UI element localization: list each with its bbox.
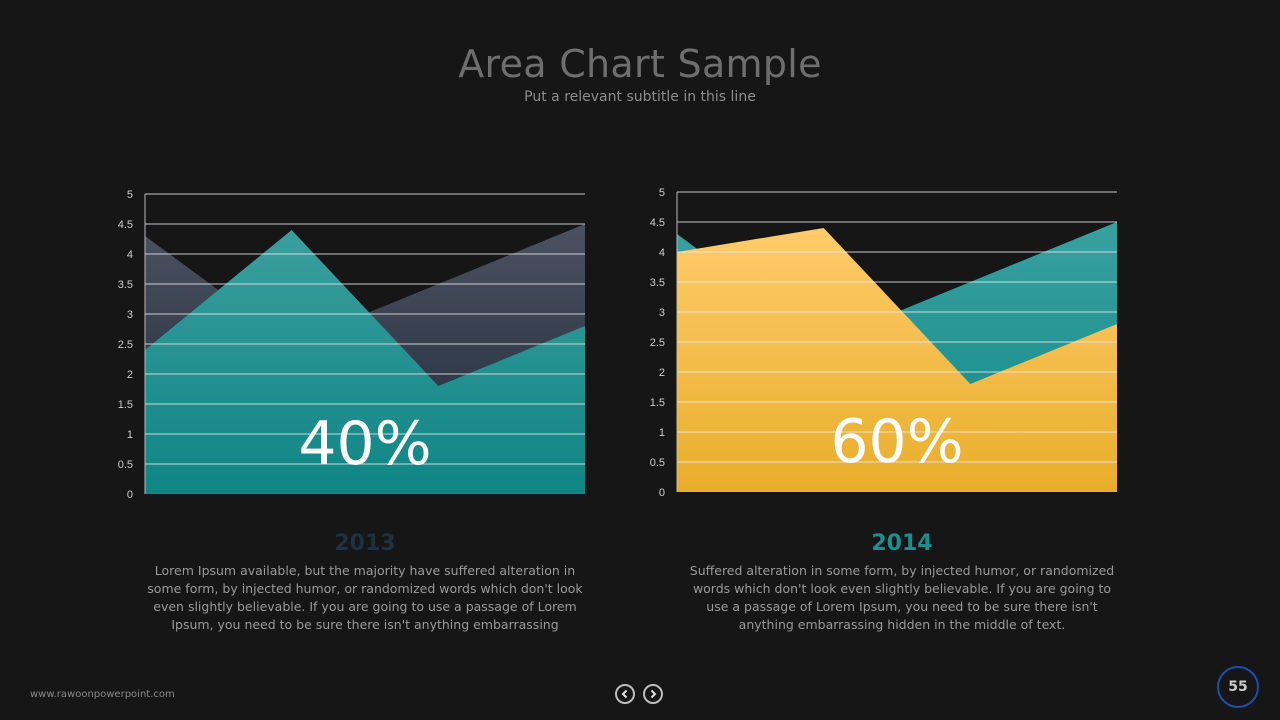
y-tick-label: 1.5 bbox=[118, 399, 133, 411]
area-series-2 bbox=[677, 228, 1117, 492]
y-tick-label: 1 bbox=[127, 429, 133, 441]
footer-url: www.rawoonpowerpoint.com bbox=[30, 689, 175, 700]
page-subtitle: Put a relevant subtitle in this line bbox=[524, 89, 756, 105]
y-tick-label: 3.5 bbox=[650, 277, 665, 289]
y-tick-label: 2.5 bbox=[650, 337, 665, 349]
area-series-2 bbox=[145, 230, 585, 494]
percent-label: 60% bbox=[830, 407, 963, 477]
y-tick-label: 3.5 bbox=[118, 279, 133, 291]
y-tick-label: 5 bbox=[659, 187, 665, 199]
y-tick-label: 2 bbox=[127, 369, 133, 381]
prev-slide-button[interactable] bbox=[615, 684, 635, 704]
y-tick-label: 2.5 bbox=[118, 339, 133, 351]
y-tick-label: 2 bbox=[659, 367, 665, 379]
description-2014: Suffered alteration in some form, by inj… bbox=[689, 563, 1115, 632]
chevron-right-icon bbox=[650, 689, 657, 699]
year-label-2014: 2014 bbox=[871, 531, 933, 556]
y-tick-label: 5 bbox=[127, 189, 133, 201]
area-chart-2013: 0 0.5 1 1.5 2 2.5 3 3.5 4 4.5 5 40% bbox=[118, 189, 585, 501]
page-number-badge: 55 bbox=[1217, 666, 1259, 708]
y-tick-label: 0.5 bbox=[650, 457, 665, 469]
y-tick-label: 0.5 bbox=[118, 459, 133, 471]
chevron-left-icon bbox=[621, 689, 628, 699]
area-chart-2014: 0 0.5 1 1.5 2 2.5 3 3.5 4 4.5 5 60% bbox=[650, 187, 1117, 499]
page-title: Area Chart Sample bbox=[458, 42, 822, 86]
y-tick-label: 0 bbox=[659, 487, 665, 499]
y-tick-label: 1 bbox=[659, 427, 665, 439]
y-tick-label: 4 bbox=[127, 249, 133, 261]
y-tick-label: 4.5 bbox=[118, 219, 133, 231]
y-tick-label: 4 bbox=[659, 247, 665, 259]
year-label-2013: 2013 bbox=[334, 531, 396, 556]
next-slide-button[interactable] bbox=[643, 684, 663, 704]
y-tick-label: 3 bbox=[127, 309, 133, 321]
y-tick-label: 1.5 bbox=[650, 397, 665, 409]
percent-label: 40% bbox=[298, 409, 431, 479]
y-tick-label: 0 bbox=[127, 489, 133, 501]
y-tick-label: 4.5 bbox=[650, 217, 665, 229]
y-tick-label: 3 bbox=[659, 307, 665, 319]
description-2013: Lorem Ipsum available, but the majority … bbox=[147, 563, 583, 632]
